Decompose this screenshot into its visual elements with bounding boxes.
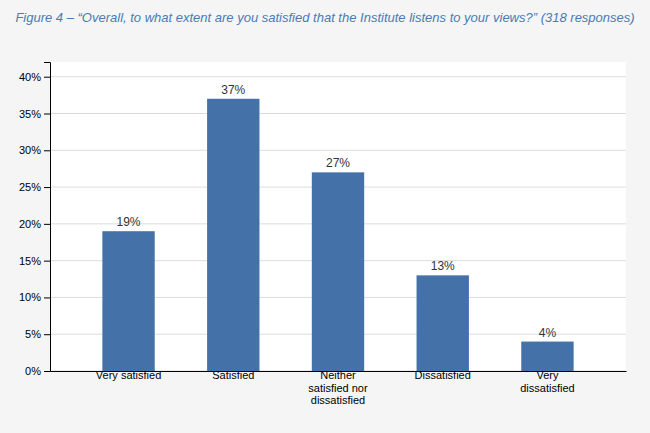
x-tick-label-line: Very <box>536 369 559 381</box>
y-tick-label: 0% <box>25 365 41 377</box>
chart-svg: Figure 4 – “Overall, to what extent are … <box>0 0 650 433</box>
y-tick-label: 20% <box>19 218 41 230</box>
bar <box>102 231 154 371</box>
y-tick-label: 30% <box>19 144 41 156</box>
x-tick: Very satisfied <box>96 369 161 381</box>
y-tick: 20% <box>19 218 50 230</box>
y-tick-label: 40% <box>19 71 41 83</box>
x-tick-label-line: satisfied nor <box>308 382 368 394</box>
x-tick-label-line: dissatisfied <box>311 394 365 406</box>
data-labels: 19% 37% 27% 13% 4% <box>117 83 557 340</box>
y-tick-mark <box>44 150 50 151</box>
x-axis: Very satisfied Satisfied Neithersatisfied … <box>51 369 627 406</box>
y-tick: 30% <box>19 144 50 156</box>
x-tick-label-line: dissatisfied <box>520 382 574 394</box>
x-tick-label: Verydissatisfied <box>520 369 574 394</box>
chart-container: Figure 4 – “Overall, to what extent are … <box>0 0 650 433</box>
y-tick: 25% <box>19 181 50 193</box>
x-tick-label-line: Satisfied <box>212 369 254 381</box>
y-tick-mark <box>44 334 50 335</box>
y-tick: 35% <box>19 108 50 120</box>
bar <box>312 172 364 371</box>
marks <box>102 99 573 371</box>
y-tick-label: 10% <box>19 291 41 303</box>
y-tick: 40% <box>19 71 50 83</box>
y-tick-mark <box>44 114 50 115</box>
x-tick-label: Neithersatisfied nordissatisfied <box>308 369 368 406</box>
y-tick-label: 35% <box>19 108 41 120</box>
title-line: Figure 4 – “Overall, to what extent are … <box>15 10 634 25</box>
x-tick-label: Satisfied <box>212 369 254 381</box>
data-label: 27% <box>326 156 350 170</box>
y-tick-label: 15% <box>19 255 41 267</box>
x-tick-label-line: Dissatisfied <box>415 369 471 381</box>
plot-background <box>50 62 626 371</box>
bar <box>521 342 573 371</box>
grid <box>50 77 626 371</box>
x-tick-label-line: Very satisfied <box>96 369 161 381</box>
y-tick-mark <box>44 187 50 188</box>
grid-line <box>50 113 626 114</box>
x-tick-label: Dissatisfied <box>415 369 471 381</box>
x-tick: Neithersatisfied nordissatisfied <box>308 369 368 406</box>
grid-line <box>50 150 626 151</box>
grid-line <box>50 76 626 77</box>
x-tick: Verydissatisfied <box>520 369 574 394</box>
data-label: 19% <box>117 215 141 229</box>
y-tick-mark <box>44 371 50 372</box>
data-label: 13% <box>431 259 455 273</box>
y-tick-mark <box>44 297 50 298</box>
bar <box>417 275 469 371</box>
y-tick-mark <box>44 77 50 78</box>
y-axis: 0% 5% 10% 15% 20% 25% 30% 35% 40% <box>19 63 51 378</box>
y-axis-line <box>44 63 51 372</box>
y-tick-mark <box>44 224 50 225</box>
x-tick: Dissatisfied <box>415 369 471 381</box>
x-tick: Satisfied <box>212 369 254 381</box>
y-tick: 10% <box>19 291 50 303</box>
y-tick: 15% <box>19 255 50 267</box>
y-tick-label: 25% <box>19 181 41 193</box>
data-label: 37% <box>221 83 245 97</box>
y-tick: 0% <box>25 365 50 377</box>
x-tick-label-line: Neither <box>320 369 356 381</box>
title: Figure 4 – “Overall, to what extent are … <box>15 10 634 25</box>
x-tick-label: Very satisfied <box>96 369 161 381</box>
y-tick: 5% <box>25 328 50 340</box>
y-tick-label: 5% <box>25 328 41 340</box>
y-tick-mark <box>44 261 50 262</box>
bar <box>207 99 259 371</box>
data-label: 4% <box>539 326 557 340</box>
plot: 19% 37% 27% 13% 4% 0% 5% 10% 15% 20% 25% 30% 35% 40% V… <box>19 62 627 406</box>
